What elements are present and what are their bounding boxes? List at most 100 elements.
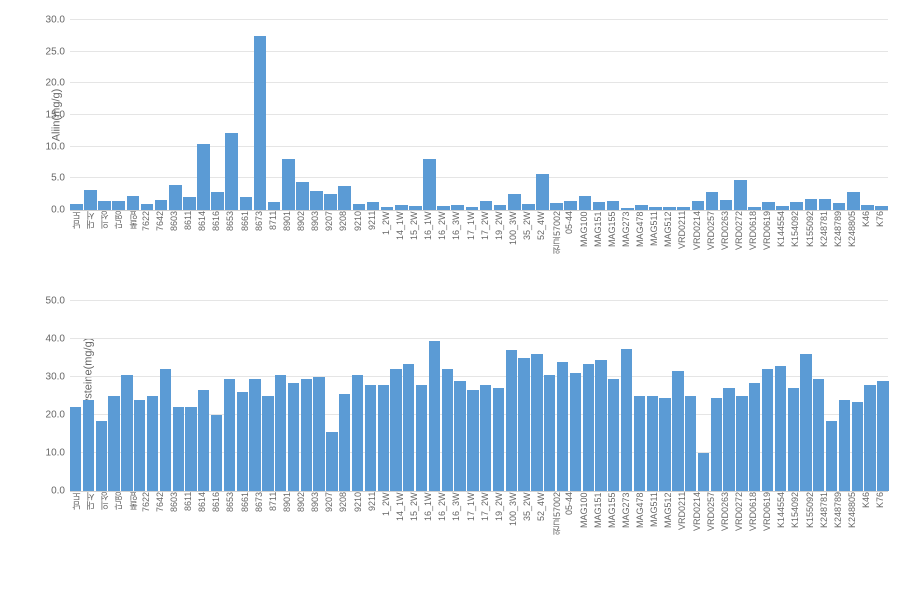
chart1-bar	[437, 206, 450, 210]
chart2-bar	[467, 390, 478, 491]
chart2-bar	[429, 341, 440, 491]
chart1-bar	[508, 194, 521, 210]
chart2-bar	[262, 396, 273, 491]
chart1-bar	[593, 202, 606, 210]
chart1-bar	[720, 200, 733, 210]
chart1-bar	[155, 200, 168, 210]
chart2-xlabel: 17_1W	[466, 492, 479, 572]
chart2-xlabel: 9210	[353, 492, 366, 572]
chart2-xlabel: VRD0211	[677, 492, 690, 572]
chart1-bar	[663, 207, 676, 210]
chart1-xlabel: K154092	[790, 211, 803, 291]
chart1-bar	[254, 36, 267, 210]
chart1-bar	[225, 133, 238, 210]
chart2-bar	[493, 388, 504, 491]
chart1-bar	[494, 205, 507, 210]
chart1-xlabel: 8902	[296, 211, 309, 291]
chart2-xlabel: K46	[861, 492, 874, 572]
chart2-bar	[647, 396, 658, 491]
chart1-xlabel: VRD0211	[677, 211, 690, 291]
chart1-bar	[550, 203, 563, 210]
chart2-xlabels: 남도대서의성단영풀잎762276428603861186148616865386…	[70, 492, 888, 572]
chart2-bar	[864, 385, 875, 491]
chart2-xlabel: K248789	[833, 492, 846, 572]
chart2-xlabel: 14_1W	[395, 492, 408, 572]
chart2-ytick: 0.0	[51, 486, 65, 497]
chart2-xlabel: MAG512	[663, 492, 676, 572]
chart2-xlabel: 16_2W	[437, 492, 450, 572]
chart1-bar	[112, 201, 125, 210]
chart2-bar	[83, 400, 94, 491]
chart2-bar	[352, 375, 363, 491]
chart2-xlabel: K248781	[819, 492, 832, 572]
chart2-bar	[480, 385, 491, 491]
chart1-xlabel: 19_2W	[494, 211, 507, 291]
chart2-xlabel: 7642	[155, 492, 168, 572]
chart1-xlabel: 7622	[141, 211, 154, 291]
chart2-xlabel: 8902	[296, 492, 309, 572]
chart2-bar	[108, 396, 119, 491]
chart1-bar	[183, 197, 196, 210]
chart1-xlabel: 대서	[84, 211, 97, 291]
chart2-bar	[147, 396, 158, 491]
chart1-xlabel: 8616	[211, 211, 224, 291]
chart2-xlabel: 19_2W	[494, 492, 507, 572]
chart1-bar	[480, 201, 493, 210]
chart1-xlabel: K144554	[776, 211, 789, 291]
chart1-bar	[381, 207, 394, 210]
chart1-bar	[734, 180, 747, 210]
chart1-xlabel: 8661	[240, 211, 253, 291]
chart2-xlabel: MAG151	[593, 492, 606, 572]
chart1-xlabel: 16_1W	[423, 211, 436, 291]
chart1-xlabel: VRD0272	[734, 211, 747, 291]
chart1-xlabel: 9207	[324, 211, 337, 291]
chart2-bar	[531, 354, 542, 491]
chart2-bar	[224, 379, 235, 491]
chart2-bar	[634, 396, 645, 491]
chart2-xlabel: 16_3W	[451, 492, 464, 572]
chart1-bar	[141, 204, 154, 210]
chart2-bar	[762, 369, 773, 491]
chart2-xlabel: MAG100	[579, 492, 592, 572]
chart1-bar	[409, 206, 422, 210]
chart2-bar	[442, 369, 453, 491]
chart1-bar	[84, 190, 97, 210]
chart-sallyl: S-Allyl-L-cysteine(mg/g) 0.010.020.030.0…	[20, 301, 898, 572]
chart2-xlabel: 남도	[70, 492, 83, 572]
chart1-bar	[395, 205, 408, 210]
chart2-xlabel: 1_2W	[381, 492, 394, 572]
chart2-bar	[506, 350, 517, 491]
chart2-bar	[826, 421, 837, 491]
chart1-xlabel: 05-44	[564, 211, 577, 291]
chart1-bar	[706, 192, 719, 210]
chart1-bar	[762, 202, 775, 210]
chart2-bar	[134, 400, 145, 491]
chart2-xlabel: 8673	[254, 492, 267, 572]
chart2-xlabel: 8611	[183, 492, 196, 572]
chart1-bar	[353, 204, 366, 210]
chart1-xlabel: 8653	[225, 211, 238, 291]
chart1-xlabel: K76	[875, 211, 888, 291]
chart2-xlabel: 8711	[268, 492, 281, 572]
chart2-bar	[672, 371, 683, 491]
chart1-bar	[847, 192, 860, 210]
chart2-bar	[852, 402, 863, 491]
chart1-bar	[310, 191, 323, 210]
chart1-xlabel: 16_2W	[437, 211, 450, 291]
chart1-xlabel: 100_3W	[508, 211, 521, 291]
chart2-xlabel: K144554	[776, 492, 789, 572]
chart2-yticks: 0.010.020.030.040.050.0	[35, 301, 65, 491]
chart1-xlabel: VRD0263	[720, 211, 733, 291]
chart2-bar	[339, 394, 350, 491]
chart1-bar	[649, 207, 662, 210]
chart1-bar	[296, 182, 309, 210]
chart1-xlabel: 의성	[98, 211, 111, 291]
chart1-bar	[564, 201, 577, 211]
chart1-bar	[536, 174, 549, 210]
chart1-bar	[790, 202, 803, 210]
chart1-bar	[169, 185, 182, 210]
chart1-xlabel: K248789	[833, 211, 846, 291]
chart1-xlabel: 단영	[112, 211, 125, 291]
chart2-xlabel: K76	[875, 492, 888, 572]
chart2-ytick: 50.0	[46, 296, 65, 307]
